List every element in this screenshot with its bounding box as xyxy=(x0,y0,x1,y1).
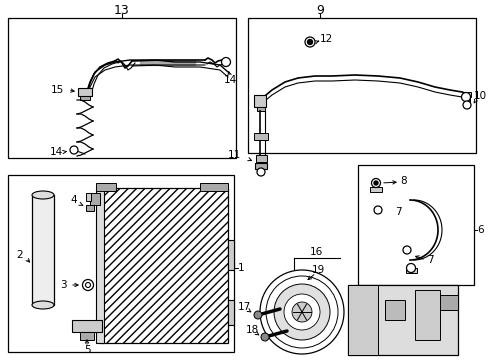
Bar xyxy=(255,163,267,169)
Bar xyxy=(80,332,94,340)
Bar xyxy=(32,195,54,305)
Bar xyxy=(248,18,476,153)
Text: 8: 8 xyxy=(401,176,407,186)
Bar xyxy=(90,193,100,205)
Circle shape xyxy=(85,283,91,288)
Bar xyxy=(228,300,234,325)
Text: 7: 7 xyxy=(427,255,433,265)
Text: 6: 6 xyxy=(477,225,484,235)
Circle shape xyxy=(82,279,94,291)
Bar xyxy=(463,92,471,97)
Text: 9: 9 xyxy=(316,4,324,17)
Circle shape xyxy=(407,264,416,273)
Text: 7: 7 xyxy=(394,207,401,217)
Circle shape xyxy=(292,302,312,322)
Text: 11: 11 xyxy=(228,150,241,160)
Ellipse shape xyxy=(32,301,54,309)
Bar xyxy=(78,88,92,96)
Bar xyxy=(228,240,234,270)
Circle shape xyxy=(221,58,230,67)
Bar xyxy=(348,285,458,355)
Circle shape xyxy=(266,276,338,348)
Bar xyxy=(358,165,474,285)
Circle shape xyxy=(305,37,315,47)
Bar xyxy=(96,183,116,191)
Bar xyxy=(254,95,266,107)
Bar xyxy=(370,187,382,192)
Circle shape xyxy=(254,311,262,319)
Bar xyxy=(86,193,91,201)
Circle shape xyxy=(284,294,320,330)
Bar xyxy=(86,205,94,211)
Bar xyxy=(257,107,265,111)
Text: 2: 2 xyxy=(17,250,24,260)
Circle shape xyxy=(462,93,470,102)
Bar xyxy=(348,285,378,355)
Text: 5: 5 xyxy=(84,345,90,355)
Bar xyxy=(256,155,267,162)
Circle shape xyxy=(371,179,381,188)
Bar xyxy=(80,96,90,100)
Bar xyxy=(464,97,470,102)
Bar xyxy=(406,268,417,273)
Bar xyxy=(200,183,228,191)
Text: 14: 14 xyxy=(223,75,237,85)
Circle shape xyxy=(308,40,313,45)
Text: 4: 4 xyxy=(71,195,77,205)
Text: 16: 16 xyxy=(309,247,322,257)
Text: 17: 17 xyxy=(237,302,250,312)
Text: 13: 13 xyxy=(114,4,130,17)
Bar xyxy=(385,300,405,320)
Circle shape xyxy=(261,333,269,341)
Text: 15: 15 xyxy=(50,85,64,95)
Bar xyxy=(440,295,458,310)
Bar xyxy=(8,175,234,352)
Circle shape xyxy=(260,270,344,354)
Circle shape xyxy=(274,284,330,340)
Circle shape xyxy=(257,168,265,176)
Text: 14: 14 xyxy=(49,147,63,157)
Bar xyxy=(254,133,268,140)
Text: 12: 12 xyxy=(319,34,333,44)
Bar xyxy=(72,320,102,332)
Bar xyxy=(100,188,228,343)
Bar xyxy=(96,188,104,343)
Bar xyxy=(415,290,440,340)
Circle shape xyxy=(70,146,78,154)
Text: 3: 3 xyxy=(60,280,66,290)
Bar xyxy=(8,18,236,158)
Ellipse shape xyxy=(32,191,54,199)
Circle shape xyxy=(403,246,411,254)
Circle shape xyxy=(374,181,378,185)
Text: 19: 19 xyxy=(311,265,324,275)
Text: 1: 1 xyxy=(238,263,245,273)
Circle shape xyxy=(374,206,382,214)
Circle shape xyxy=(463,101,471,109)
Text: 10: 10 xyxy=(474,91,487,101)
Polygon shape xyxy=(140,60,195,65)
Text: 18: 18 xyxy=(245,325,259,335)
